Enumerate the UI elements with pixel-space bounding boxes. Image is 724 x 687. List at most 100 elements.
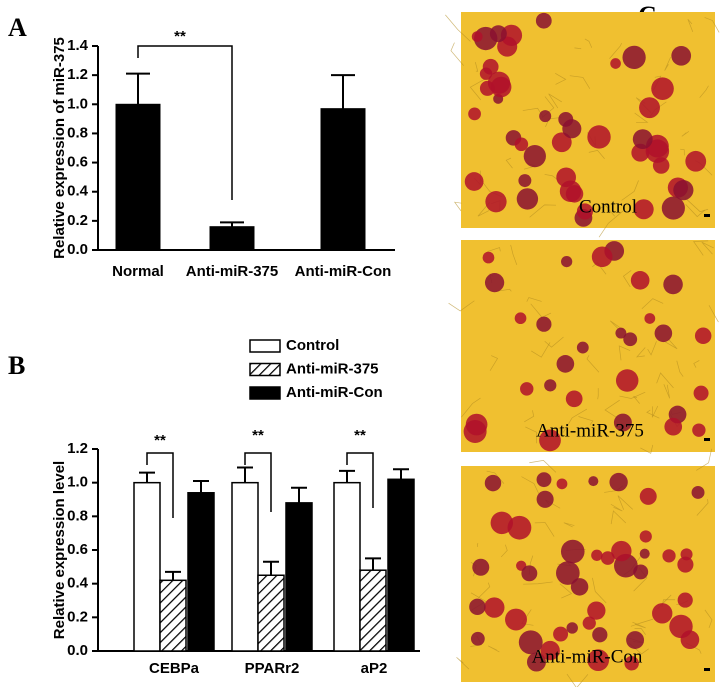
cell-outline [701,241,714,255]
cell-outline [505,157,513,169]
lipid-droplet [661,196,685,220]
lipid-droplet [624,656,639,671]
cell-outline [704,609,713,628]
lipid-droplet [539,110,552,123]
image-caption: Anti-miR-Con [532,646,643,667]
lipid-droplet [559,180,582,202]
cell-outline [685,197,709,213]
lipid-droplet [691,485,705,499]
lipid-droplet [536,472,552,488]
cell-outline [489,355,499,371]
legend-swatch [249,362,281,377]
cell-outline [636,347,646,358]
cell-outline [521,476,540,494]
cell-outline [448,300,475,312]
significance-label: ** [252,427,264,444]
cell-outline [525,426,537,444]
error-bar [331,74,355,109]
y-axis-label: Relative expression level [51,461,68,639]
lipid-droplet [490,76,512,98]
cell-outline [619,391,646,399]
lipid-droplet [677,556,694,573]
lipid-droplet [484,272,505,293]
y-tick-label: 1.0 [67,95,88,112]
lipid-droplet [482,251,495,264]
cell-outline [633,395,640,404]
y-tick-label: 0.2 [67,212,88,229]
cell-outline [562,408,588,433]
lipid-droplet [539,429,561,452]
cell-outline [456,657,470,670]
cell-outline [584,38,593,48]
cell-outline [693,240,709,256]
lipid-droplet [472,558,490,576]
y-tick-label: 0.8 [67,507,88,524]
cell-outline [477,202,490,217]
lipid-droplet [632,129,653,150]
cell-outline [544,174,559,181]
error-bar [263,560,279,576]
lipid-droplet [490,511,514,535]
bar [209,226,255,251]
lipid-droplet [484,597,505,618]
lipid-droplet [591,246,613,268]
lipid-droplet [652,157,670,174]
error-bar [193,479,209,493]
error-bar [126,72,150,105]
lipid-droplet [630,270,650,290]
cell-outline [450,42,464,66]
y-tick-label: 0.6 [67,154,88,171]
lipid-droplet [610,58,621,69]
lipid-droplet [556,478,568,490]
cell-outline [610,510,627,525]
cell-outline [469,78,486,101]
lipid-droplet [587,649,610,672]
lipid-droplet [592,627,608,643]
legend-label: Anti-miR-375 [286,360,379,377]
lipid-droplet [591,549,603,561]
lipid-droplet [489,25,507,43]
lipid-droplet [562,119,582,139]
cell-outline [475,62,479,72]
y-axis-label: Relative expression of miR-375 [51,37,68,259]
lipid-droplet [639,487,657,505]
lipid-droplet [615,327,627,339]
error-bar [393,468,409,480]
cell-outline [510,244,518,266]
lipid-droplet [553,626,569,642]
bar [387,478,415,652]
cell-outline [676,360,684,377]
lipid-droplet [561,255,573,268]
significance-label: ** [174,28,186,45]
cell-outline [646,409,660,419]
cell-outline [687,18,694,33]
bar [133,481,161,652]
lipid-droplet [588,476,599,487]
bar [257,574,285,652]
lipid-droplet [693,385,709,401]
micrographs: Control Anti-miR-375 Anti-miR-Con [445,12,720,687]
lipid-droplet [544,379,557,392]
bar [231,481,259,652]
lipid-droplet [609,472,628,492]
significance-bracket [244,452,272,512]
image-caption: Control [579,196,637,217]
lipid-droplet [692,423,706,437]
y-tick-label: 0.4 [67,575,89,592]
cell-outline [680,148,685,156]
lipid-droplet [469,598,486,616]
cell-outline [453,201,462,212]
x-tick-label: Anti-miR-Con [295,263,392,280]
image-caption: Anti-miR-375 [536,420,644,441]
cell-outline [696,448,712,471]
cell-outline [598,210,624,238]
cell-outline [488,645,500,653]
error-bar [365,557,381,571]
lipid-droplet [521,565,538,582]
cell-outline [529,460,557,473]
lipid-droplet [520,382,534,396]
lipid-droplet [463,420,487,444]
cell-outline [664,56,671,71]
significance-bracket [137,45,233,200]
